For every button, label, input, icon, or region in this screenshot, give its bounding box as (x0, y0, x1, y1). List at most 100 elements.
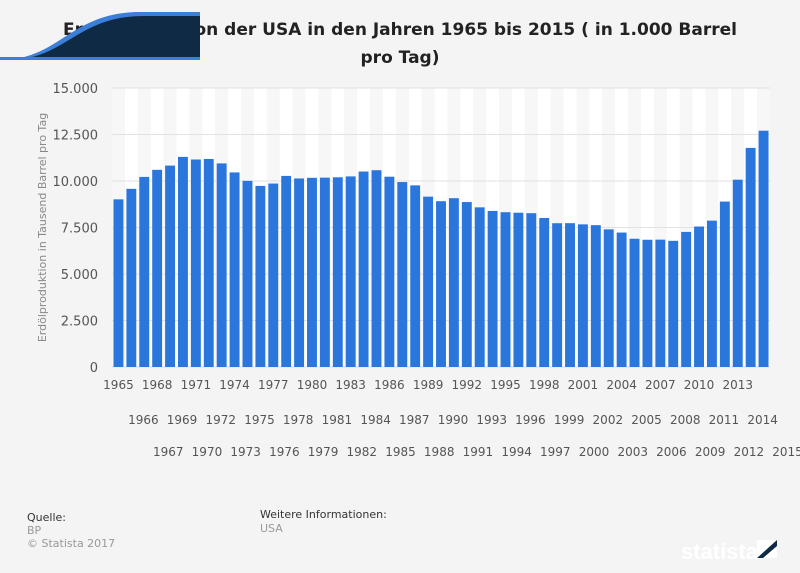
x-tick-label: 2013 (722, 378, 753, 392)
bar (203, 158, 214, 367)
bar (229, 172, 240, 367)
bar (242, 180, 253, 367)
x-tick-label: 1993 (476, 413, 507, 427)
x-tick-label: 2012 (734, 445, 765, 459)
bar (603, 229, 614, 367)
x-tick-label: 1970 (192, 445, 223, 459)
x-tick-label: 1980 (297, 378, 328, 392)
statista-logo-mark-icon (757, 540, 777, 558)
bar (616, 232, 627, 367)
x-tick-label: 1989 (413, 378, 444, 392)
x-tick-label: 1969 (167, 413, 198, 427)
bar (319, 177, 330, 367)
bar (732, 179, 743, 367)
x-tick-label: 1994 (501, 445, 532, 459)
x-tick-label: 1985 (385, 445, 416, 459)
bar (526, 213, 537, 367)
x-tick-label: 1968 (142, 378, 173, 392)
bar-chart: 0 2.500 5.000 7.500 10.000 12.500 15.000 1965 19… (36, 82, 800, 459)
bar (178, 156, 188, 367)
x-tick-label: 1996 (515, 413, 546, 427)
x-tick-label: 1986 (374, 378, 405, 392)
y-tick-label: 2.500 (61, 315, 98, 330)
x-tick-label: 1967 (153, 445, 184, 459)
bar (139, 176, 150, 367)
bar (500, 212, 511, 367)
bar (629, 238, 640, 367)
x-tick-label: 1978 (283, 413, 314, 427)
x-tick-label: 2010 (684, 378, 715, 392)
y-tick-label: 10.000 (53, 175, 99, 190)
bar (436, 201, 446, 367)
bar (152, 169, 163, 367)
x-tick-label: 1988 (424, 445, 455, 459)
bar (565, 223, 575, 367)
x-tick-label: 1966 (128, 413, 159, 427)
x-tick-label: 1981 (322, 413, 353, 427)
bar (745, 147, 756, 367)
y-tick-label: 0 (90, 361, 98, 376)
x-tick-label: 2001 (568, 378, 599, 392)
bar (513, 212, 524, 367)
bar (358, 171, 369, 367)
bar (294, 178, 305, 367)
bar (694, 226, 704, 367)
bar (345, 176, 356, 367)
chart-title: Erdölproduktion der USA in den Jahren 19… (63, 20, 737, 68)
x-tick-label: 1987 (399, 413, 430, 427)
x-tick-label: 2005 (631, 413, 662, 427)
bar (397, 182, 408, 367)
y-tick-label: 15.000 (53, 82, 99, 97)
bar (474, 207, 485, 367)
bar (590, 225, 601, 367)
x-tick-label: 2006 (656, 445, 687, 459)
bar (681, 231, 692, 367)
x-tick-label: 1977 (258, 378, 289, 392)
x-tick-label: 1976 (269, 445, 300, 459)
x-tick-label: 2009 (695, 445, 726, 459)
bar (126, 188, 137, 367)
bar (216, 163, 227, 367)
bar (384, 176, 395, 367)
info-value: USA (260, 522, 283, 535)
x-tick-label: 2004 (606, 378, 637, 392)
bar (719, 201, 730, 367)
x-tick-label: 1997 (540, 445, 571, 459)
bar (410, 185, 421, 367)
x-tick-label: 2007 (645, 378, 676, 392)
source-value: BP (27, 524, 42, 537)
x-tick-label: 1982 (347, 445, 378, 459)
bar (668, 240, 679, 367)
bar (332, 177, 343, 367)
bar (655, 239, 666, 367)
x-tick-label: 2011 (709, 413, 740, 427)
statista-logo-text: statista (680, 539, 758, 564)
x-tick-label: 1995 (490, 378, 521, 392)
x-tick-label: 2000 (579, 445, 610, 459)
x-tick-label: 2003 (617, 445, 648, 459)
x-tick-label: 2008 (670, 413, 701, 427)
x-tick-label: 2015 (772, 445, 800, 459)
y-tick-label: 12.500 (53, 129, 99, 144)
bar (706, 220, 717, 367)
x-tick-label: 1975 (244, 413, 275, 427)
y-tick-label: 7.500 (61, 222, 98, 237)
x-tick-label: 1972 (205, 413, 236, 427)
info-label: Weitere Informationen: (260, 508, 387, 521)
bar (461, 202, 472, 367)
bar (190, 159, 201, 367)
statista-logo[interactable] (0, 0, 200, 60)
bar (255, 185, 266, 367)
copyright: © Statista 2017 (27, 537, 116, 550)
x-tick-label: 2002 (593, 413, 624, 427)
source-label: Quelle: (27, 511, 66, 524)
x-tick-label: 1971 (181, 378, 212, 392)
bar (577, 224, 588, 367)
bar (487, 210, 498, 367)
bar (539, 217, 550, 367)
x-tick-label: 1984 (360, 413, 391, 427)
bar (281, 175, 292, 367)
x-tick-label: 1992 (452, 378, 483, 392)
x-tick-label: 1998 (529, 378, 560, 392)
x-tick-label: 2014 (747, 413, 778, 427)
